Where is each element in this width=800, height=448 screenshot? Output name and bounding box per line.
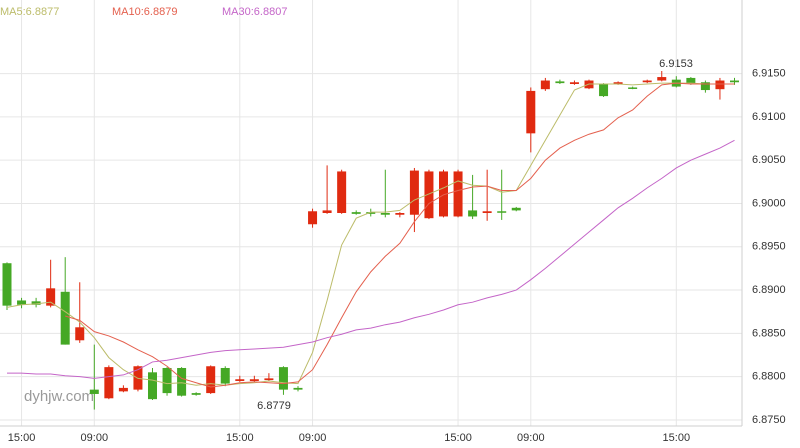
candle-body	[569, 82, 579, 84]
y-tick-label: 6.8950	[752, 241, 786, 253]
candle-body	[700, 82, 710, 91]
candle-body	[46, 288, 56, 306]
x-tick-label: 09:00	[517, 432, 545, 444]
candle-body	[89, 389, 99, 394]
x-tick-label: 09:00	[299, 432, 327, 444]
legend-entry: MA30:6.8807	[222, 6, 287, 18]
candle-body	[60, 291, 70, 345]
y-tick-label: 6.9150	[752, 68, 786, 80]
candle-body	[468, 210, 478, 217]
y-tick-label: 6.8900	[752, 284, 786, 296]
candle-body	[308, 211, 318, 225]
candle-body	[642, 80, 652, 83]
candle-body	[380, 213, 390, 215]
x-tick-label: 15:00	[8, 432, 36, 444]
candle-body	[2, 263, 12, 306]
candle-body	[439, 171, 448, 217]
candle-body	[278, 367, 288, 390]
x-tick-label: 09:00	[81, 432, 109, 444]
candle-body	[613, 82, 623, 84]
y-tick-label: 6.8750	[752, 414, 786, 426]
candle-body	[730, 80, 739, 83]
y-tick-label: 6.8850	[752, 327, 786, 339]
candle-body	[104, 367, 114, 399]
candle-body	[395, 213, 405, 215]
candle-body	[235, 379, 245, 381]
candle-body	[628, 87, 638, 89]
candle-body	[511, 207, 521, 211]
x-tick-label: 15:00	[444, 432, 472, 444]
candle-body	[453, 171, 463, 217]
legend-entry: MA5:6.8877	[0, 6, 59, 18]
candle-body	[715, 80, 725, 90]
watermark: dyhjw.com	[24, 388, 94, 405]
candle-body	[118, 387, 128, 392]
candle-body	[482, 211, 492, 213]
ma-line	[65, 82, 735, 388]
candle-body	[293, 387, 303, 390]
candle-body	[555, 81, 565, 84]
candle-body	[526, 90, 536, 134]
candle-body	[351, 212, 361, 214]
candle-body	[540, 80, 550, 90]
candles	[2, 71, 739, 410]
candle-body	[162, 367, 172, 394]
candle-body	[191, 393, 201, 395]
y-tick-label: 6.9000	[752, 197, 786, 209]
y-tick-label: 6.9100	[752, 111, 786, 123]
candle-body	[31, 301, 41, 305]
legend-entry: MA10:6.8879	[112, 6, 177, 18]
candle-body	[148, 372, 157, 400]
candle-body	[322, 210, 332, 213]
candle-body	[424, 171, 434, 219]
y-tick-label: 6.9050	[752, 154, 786, 166]
candle-body	[657, 77, 667, 81]
candle-body	[220, 367, 230, 384]
candle-body	[17, 300, 27, 305]
min-annotation: 6.8779	[257, 400, 291, 412]
candle-body	[497, 211, 507, 213]
ma-line	[7, 139, 735, 379]
candle-body	[686, 77, 696, 84]
candle-body	[75, 327, 85, 341]
x-tick-label: 15:00	[226, 432, 254, 444]
candle-body	[249, 379, 259, 381]
candle-body	[177, 367, 187, 396]
candle-body	[599, 83, 609, 97]
ma-lines	[6, 82, 735, 388]
candle-body	[409, 170, 419, 215]
candle-body	[264, 378, 274, 381]
candle-body	[206, 366, 216, 394]
candle-body	[337, 171, 347, 213]
ma-line	[6, 82, 735, 386]
y-tick-label: 6.8800	[752, 371, 786, 383]
candle-body	[366, 212, 376, 214]
x-tick-label: 15:00	[663, 432, 691, 444]
